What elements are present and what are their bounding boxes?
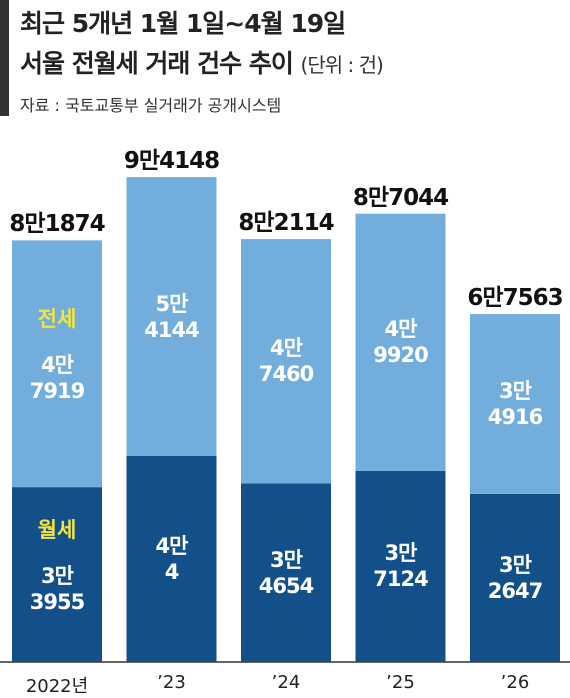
chart-subtitle-row: 서울 전월세 거래 건수 추이 (단위 : 건): [20, 44, 384, 80]
unit-note: (단위 : 건): [300, 53, 384, 77]
series-label: 전세: [37, 306, 77, 331]
bar-segment: [241, 239, 331, 484]
value-label: 5만 4144: [144, 291, 199, 342]
bar-segment: [126, 455, 217, 662]
source: 자료 : 국토교통부 실거래가 공개시스템: [20, 96, 282, 115]
value-label: 4만 4: [155, 533, 189, 584]
total-label: 8만1874: [9, 211, 105, 238]
bar-segment: [12, 240, 102, 488]
value-label: 4만 7919: [29, 352, 85, 403]
bar-segment: [241, 483, 331, 662]
x-tick-label: 2022년: [25, 676, 89, 697]
chart-title: 최근 5개년 1월 1일~4월 19일: [20, 9, 346, 38]
total-label: 8만2114: [238, 210, 334, 237]
x-tick-label: ’26: [500, 672, 530, 693]
value-label: 3만 7124: [373, 541, 428, 592]
bar-segment: [12, 487, 102, 662]
title-accent: [0, 0, 9, 116]
bar-segment: [470, 314, 560, 494]
value-label: 4만 9920: [373, 317, 428, 368]
value-label: 3만 3955: [29, 563, 85, 614]
x-tick-label: ’24: [271, 672, 301, 693]
total-label: 6만7563: [467, 285, 563, 312]
total-label: 8만7044: [352, 184, 449, 211]
x-tick-label: ’23: [157, 672, 186, 693]
value-label: 3만 4916: [487, 378, 543, 429]
value-label: 3만 4654: [258, 547, 314, 598]
bar-segment: [355, 213, 446, 471]
bar-segment: [126, 177, 217, 456]
series-label: 월세: [37, 517, 77, 542]
value-label: 4만 7460: [258, 336, 314, 387]
bar-segment: [470, 493, 560, 662]
value-label: 3만 2647: [487, 552, 543, 603]
x-tick-label: ’25: [386, 672, 415, 693]
total-label: 9만4148: [123, 148, 220, 175]
bar-segment: [355, 470, 446, 662]
chart-subtitle: 서울 전월세 거래 건수 추이: [20, 49, 294, 78]
